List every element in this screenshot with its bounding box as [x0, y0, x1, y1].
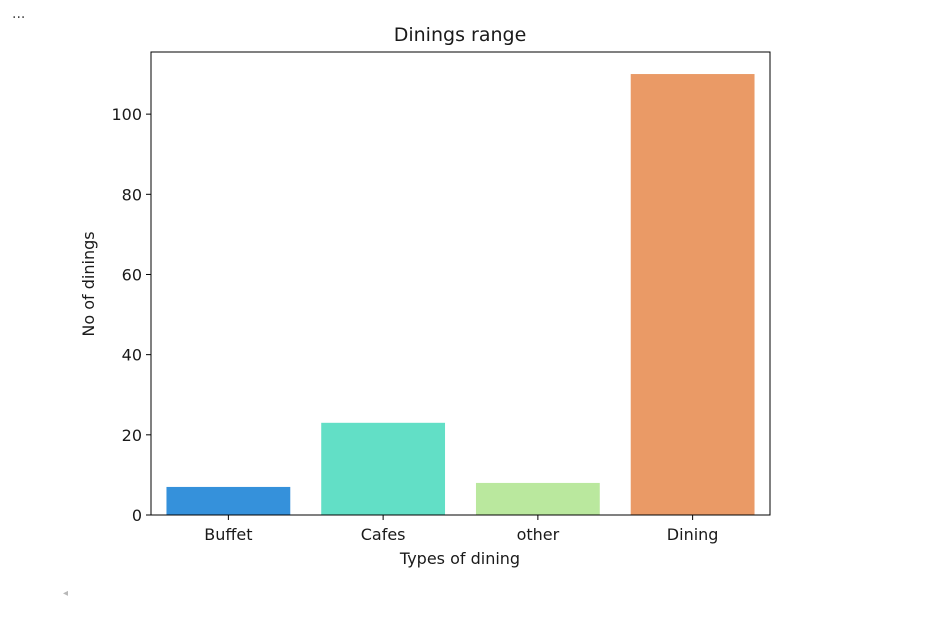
y-tick-label: 40	[122, 346, 142, 365]
chart-title: Dinings range	[394, 24, 527, 46]
cell-ellipsis[interactable]: ...	[12, 6, 26, 22]
bar-cafes	[321, 422, 446, 515]
y-tick-label: 60	[122, 265, 142, 284]
x-axis: Buffet Cafes other Dining	[204, 515, 718, 544]
x-axis-label: Types of dining	[399, 549, 520, 568]
x-tick-label: Buffet	[204, 525, 252, 544]
scroll-left-icon[interactable]: ◂	[63, 588, 69, 599]
y-tick-label: 100	[111, 105, 142, 124]
bar-dining	[630, 74, 755, 516]
y-tick-label: 20	[122, 426, 142, 445]
y-tick-label: 0	[132, 506, 142, 525]
bar-buffet	[166, 486, 291, 515]
y-axis-label: No of dinings	[79, 231, 98, 336]
x-tick-label: other	[517, 525, 560, 544]
plot-frame	[150, 51, 771, 516]
y-axis: 0 20 40 60 80 100	[111, 105, 151, 525]
x-tick-label: Cafes	[361, 525, 406, 544]
bar-other	[475, 482, 600, 515]
y-tick-label: 80	[122, 185, 142, 204]
x-tick-label: Dining	[667, 525, 719, 544]
bars-group	[166, 74, 755, 516]
